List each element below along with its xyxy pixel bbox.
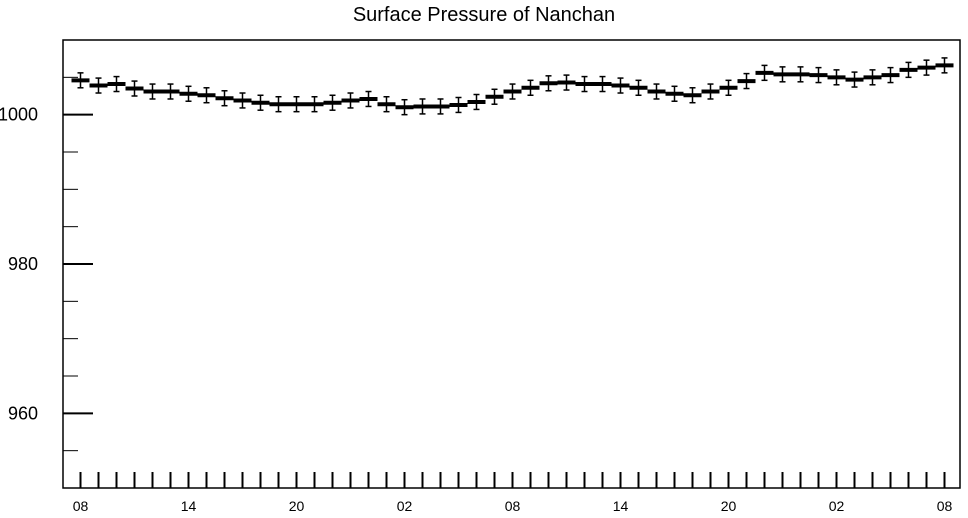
y-tick-label: 1000 — [0, 105, 38, 125]
x-tick-label: 08 — [73, 498, 89, 514]
x-tick-label: 20 — [289, 498, 305, 514]
chart-title: Surface Pressure of Nanchan — [352, 4, 616, 26]
y-tick-label: 980 — [8, 254, 38, 274]
x-tick-label: 20 — [721, 498, 737, 514]
x-tick-label: 08 — [937, 498, 953, 514]
plot-frame — [62, 39, 961, 489]
x-tick-label: 02 — [829, 498, 845, 514]
x-tick-label: 14 — [181, 498, 197, 514]
x-tick-label: 14 — [613, 498, 629, 514]
x-tick-label: 02 — [397, 498, 413, 514]
x-tick-label: 08 — [505, 498, 521, 514]
y-tick-label: 960 — [8, 403, 38, 423]
